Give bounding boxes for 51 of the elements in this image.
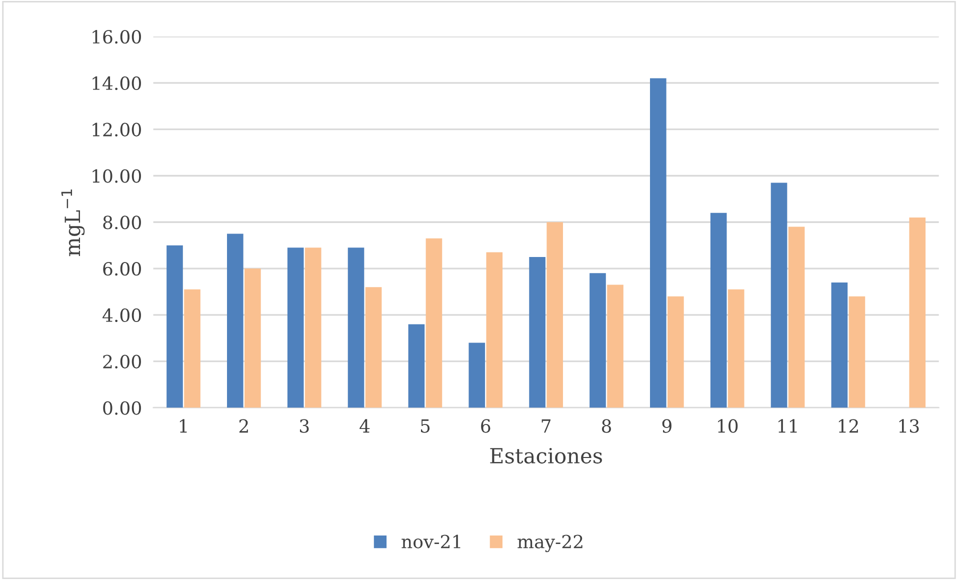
bar (468, 342, 486, 408)
y-tick-label: 8.00 (103, 216, 141, 230)
bar (710, 212, 727, 408)
x-tick-label: 13 (899, 419, 919, 433)
y-tick-label: 0.00 (103, 401, 141, 415)
y-tick-label: 4.00 (102, 308, 141, 322)
bar (607, 284, 624, 408)
x-tick-label: 4 (360, 419, 370, 433)
y-axis-title: mgL$^{−1}$ (61, 190, 85, 256)
bar (728, 289, 744, 408)
x-tick-label: 1 (180, 419, 187, 433)
x-axis-title: Estaciones (490, 448, 602, 464)
bar (546, 222, 563, 408)
bar (166, 245, 183, 408)
bar (848, 296, 866, 408)
bar (365, 287, 382, 408)
bar (770, 182, 788, 408)
x-tick-label: 2 (239, 419, 248, 433)
bar (227, 234, 244, 408)
bar (408, 324, 425, 408)
bar (909, 218, 926, 408)
bar (529, 256, 546, 408)
bar (831, 282, 848, 408)
bar (348, 248, 364, 408)
x-tick-label: 3 (300, 419, 309, 433)
y-tick-label: 16.00 (92, 30, 141, 44)
bar (650, 78, 666, 408)
legend-label: nov-21 (402, 534, 460, 548)
y-tick-label: 12.00 (92, 122, 141, 136)
y-tick-label: 2.00 (103, 354, 141, 368)
x-tick-label: 11 (778, 419, 797, 433)
bar (668, 296, 684, 408)
bar (287, 248, 304, 408)
x-tick-label: 10 (718, 419, 738, 433)
y-tick-label: 14.00 (92, 76, 141, 90)
bar (426, 238, 442, 408)
bar (184, 289, 200, 408)
x-tick-label: 7 (542, 419, 550, 433)
x-tick-label: 6 (481, 419, 490, 433)
x-tick-label: 5 (420, 419, 430, 433)
bar (590, 273, 606, 408)
bar (788, 226, 805, 408)
x-tick-label: 9 (662, 419, 672, 433)
bar (304, 248, 322, 408)
x-tick-label: 8 (602, 419, 612, 433)
y-tick-label: 10.00 (92, 169, 141, 183)
x-tick-label: 12 (838, 419, 858, 433)
legend-label: may-22 (518, 534, 582, 552)
bar (244, 268, 261, 408)
bar (486, 252, 503, 408)
y-tick-label: 6.00 (103, 262, 141, 276)
